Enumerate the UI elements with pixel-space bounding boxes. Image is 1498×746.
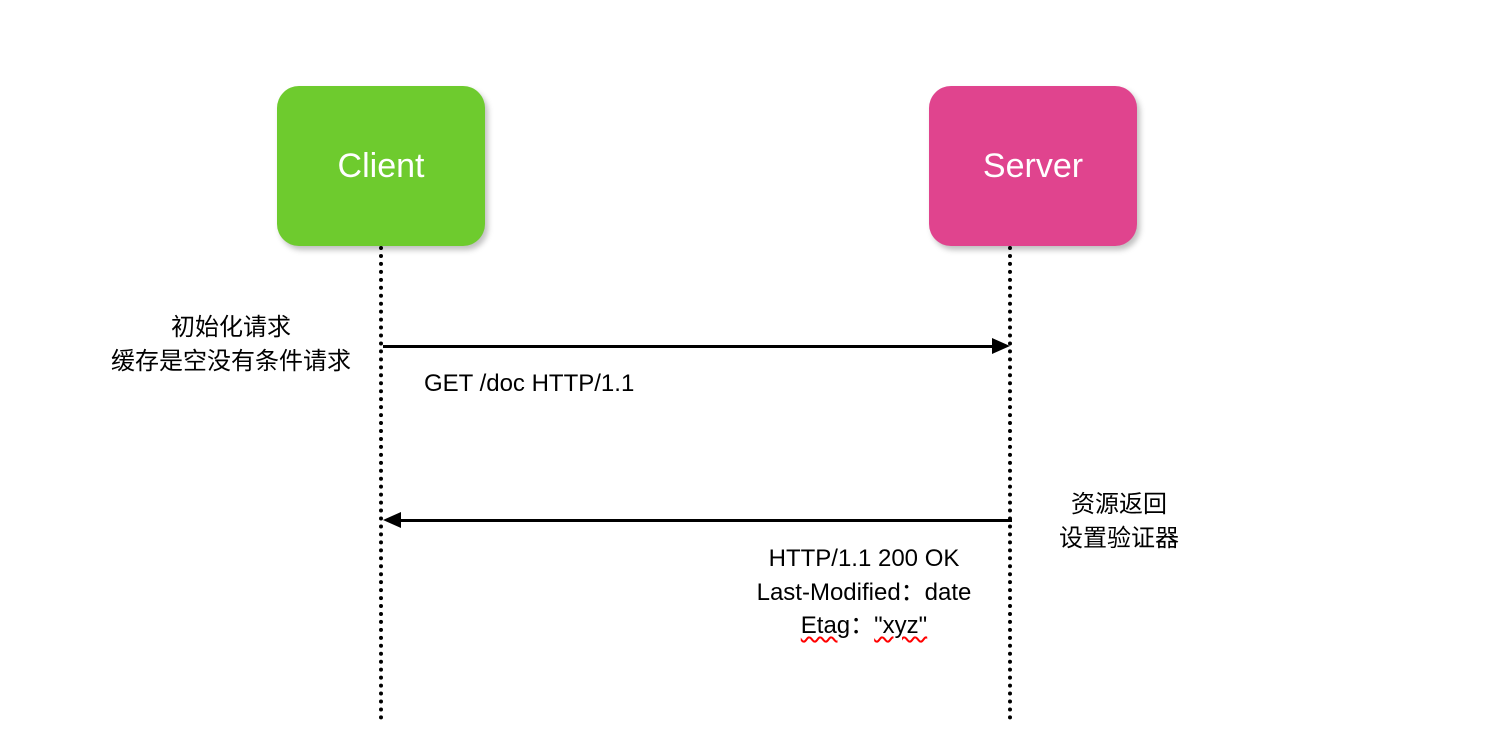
server-node-label: Server bbox=[983, 147, 1083, 186]
server-note: 资源返回 设置验证器 bbox=[1044, 488, 1194, 555]
response-line1: HTTP/1.1 200 OK bbox=[734, 542, 994, 576]
server-node: Server bbox=[929, 86, 1137, 246]
server-lifeline bbox=[1008, 246, 1012, 720]
request-label-text: GET /doc HTTP/1.1 bbox=[424, 370, 634, 397]
response-etag-sep: ： bbox=[850, 612, 874, 639]
server-note-line1: 资源返回 bbox=[1044, 488, 1194, 522]
client-note-line1: 初始化请求 bbox=[96, 311, 366, 345]
response-arrow-line bbox=[398, 519, 1012, 522]
request-label: GET /doc HTTP/1.1 bbox=[424, 367, 634, 401]
response-etag-key: Etag bbox=[801, 612, 850, 639]
response-line3: Etag："xyz" bbox=[734, 609, 994, 643]
response-label: HTTP/1.1 200 OK Last-Modified：date Etag：… bbox=[734, 542, 994, 643]
client-lifeline bbox=[379, 246, 383, 720]
response-arrow-head bbox=[383, 512, 401, 528]
request-arrow-head bbox=[992, 338, 1010, 354]
response-line2: Last-Modified：date bbox=[734, 576, 994, 610]
client-note-line2: 缓存是空没有条件请求 bbox=[96, 345, 366, 379]
response-etag-val: "xyz" bbox=[874, 612, 927, 639]
request-arrow-line bbox=[383, 345, 995, 348]
server-note-line2: 设置验证器 bbox=[1044, 522, 1194, 556]
client-node: Client bbox=[277, 86, 485, 246]
client-node-label: Client bbox=[338, 147, 425, 186]
client-note: 初始化请求 缓存是空没有条件请求 bbox=[96, 311, 366, 378]
